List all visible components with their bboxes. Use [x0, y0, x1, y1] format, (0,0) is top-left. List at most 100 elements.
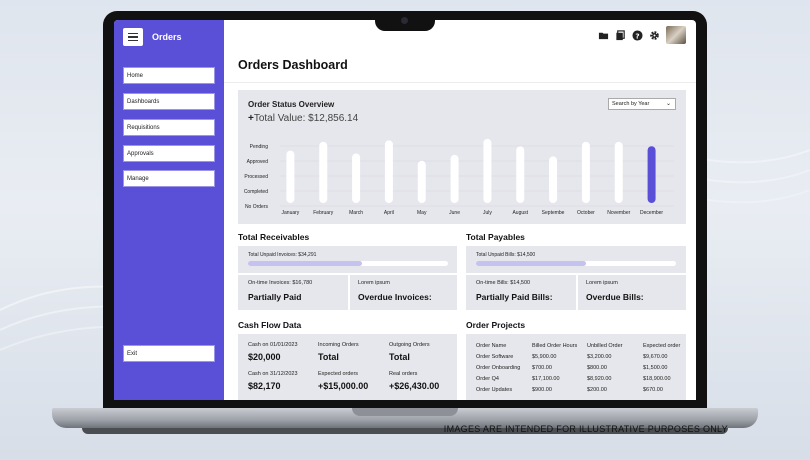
- table-row-name: Order Onboarding: [476, 365, 521, 371]
- cashflow-title: Cash Flow Data: [238, 320, 302, 330]
- col-header-order-name: Order Name: [476, 343, 507, 349]
- x-tick-label: March: [349, 210, 363, 216]
- table-cell: $9,670.00: [643, 354, 668, 360]
- sidebar: Orders Home Dashboards Requisitions Appr…: [114, 20, 224, 400]
- sidebar-item-home[interactable]: Home: [123, 67, 215, 84]
- x-tick-label: July: [483, 210, 492, 216]
- receivables-panel: Total Unpaid Invoices: $34,291 On-time I…: [238, 246, 457, 310]
- cash-start-value: $20,000: [248, 352, 281, 362]
- topbar-icons: ?: [598, 26, 686, 44]
- y-tick-label: Pending: [250, 144, 269, 150]
- payables-progress-fill: [476, 261, 586, 266]
- x-tick-label: November: [607, 210, 630, 216]
- table-row-name: Order Software: [476, 354, 514, 360]
- cashflow-panel: Cash on 01/01/2023 $20,000 Incoming Orde…: [238, 334, 457, 400]
- laptop-feet: [82, 428, 728, 434]
- x-tick-label: April: [384, 210, 394, 216]
- receivables-title: Total Receivables: [238, 232, 310, 242]
- receivables-overdue: Overdue Invoices:: [358, 292, 432, 302]
- copy-icon[interactable]: [615, 29, 626, 41]
- payables-partially-paid: Partially Paid Bills:: [476, 292, 553, 302]
- order-status-overview-panel: Order Status Overview +Total Value: $12,…: [238, 90, 686, 224]
- bar-june[interactable]: [450, 154, 459, 203]
- outgoing-label: Outgoing Orders: [389, 342, 430, 348]
- sidebar-item-manage[interactable]: Manage: [123, 170, 215, 187]
- camera-notch: [375, 11, 435, 31]
- year-select[interactable]: Search by Year ⌄: [608, 98, 676, 110]
- menu-icon[interactable]: [123, 28, 143, 46]
- table-cell: $1,500.00: [643, 365, 668, 371]
- outgoing-value: Total: [389, 352, 410, 362]
- gear-icon[interactable]: [649, 30, 660, 41]
- table-cell: $700.00: [532, 365, 552, 371]
- col-header-expected: Expected order: [643, 343, 681, 349]
- payables-ontime: On-time Bills: $14,500: [476, 280, 531, 286]
- real-label: Real orders: [389, 371, 418, 377]
- folder-icon[interactable]: [598, 30, 609, 41]
- y-tick-label: Approved: [247, 159, 269, 165]
- x-tick-label: Septembe: [542, 210, 565, 216]
- total-value: +Total Value: $12,856.14: [248, 113, 358, 124]
- page-title: Orders Dashboard: [238, 58, 348, 72]
- order-status-chart: Pending Approved Processed Completed No Orde…: [244, 138, 674, 216]
- x-tick-label: May: [417, 210, 427, 216]
- cash-start-label: Cash on 01/01/2023: [248, 342, 298, 348]
- table-cell: $8,920.00: [587, 376, 612, 382]
- receivables-unpaid-label: Total Unpaid Invoices: $34,291: [248, 252, 317, 258]
- payables-lorem: Lorem ipsum: [586, 280, 618, 286]
- bar-may[interactable]: [417, 160, 426, 203]
- y-tick-label: No Orders: [245, 204, 269, 210]
- table-cell: $5,900.00: [532, 354, 557, 360]
- bar-april[interactable]: [384, 140, 393, 203]
- payables-overdue: Overdue Bills:: [586, 292, 644, 302]
- receivables-ontime: On-time Invoices: $16,780: [248, 280, 313, 286]
- col-header-billed: Billed Order Hours: [532, 343, 578, 349]
- cash-end-value: $82,170: [248, 381, 281, 391]
- projects-title: Order Projects: [466, 320, 526, 330]
- bar-december[interactable]: [647, 146, 656, 203]
- disclaimer-text: IMAGES ARE INTENDED FOR ILLUSTRATIVE PUR…: [443, 424, 728, 434]
- divider: [576, 273, 578, 310]
- sidebar-item-approvals[interactable]: Approvals: [123, 145, 215, 162]
- payables-title: Total Payables: [466, 232, 525, 242]
- bar-november[interactable]: [614, 141, 623, 203]
- receivables-progress-track: [248, 261, 448, 266]
- receivables-partially-paid: Partially Paid: [248, 292, 302, 302]
- header-divider: [224, 82, 696, 83]
- bar-october[interactable]: [581, 141, 590, 203]
- sidebar-item-dashboards[interactable]: Dashboards: [123, 93, 215, 110]
- app-title: Orders: [152, 32, 182, 42]
- bar-septembe[interactable]: [549, 156, 558, 203]
- overview-title: Order Status Overview: [248, 100, 335, 109]
- table-row-name: Order Updates: [476, 387, 513, 393]
- expected-value: +$15,000.00: [318, 381, 369, 391]
- screen: Orders Home Dashboards Requisitions Appr…: [114, 20, 696, 400]
- incoming-label: Incoming Orders: [318, 342, 359, 348]
- table-cell: $17,100.00: [532, 376, 560, 382]
- table-cell: $900.00: [532, 387, 552, 393]
- exit-button[interactable]: Exit: [123, 345, 215, 362]
- receivables-lorem: Lorem ipsum: [358, 280, 390, 286]
- camera-icon: [401, 17, 408, 24]
- avatar[interactable]: [666, 26, 686, 44]
- table-cell: $800.00: [587, 365, 607, 371]
- payables-panel: Total Unpaid Bills: $14,500 On-time Bill…: [466, 246, 686, 310]
- x-tick-label: June: [449, 210, 460, 216]
- divider: [238, 273, 457, 275]
- projects-panel: Order Name Billed Order Hours Unbilled O…: [466, 334, 686, 400]
- table-row-name: Order Q4: [476, 376, 499, 382]
- y-tick-label: Processed: [244, 174, 268, 180]
- bar-july[interactable]: [483, 138, 492, 203]
- bar-march[interactable]: [352, 153, 361, 203]
- table-cell: $670.00: [643, 387, 663, 393]
- laptop-groove: [352, 408, 458, 416]
- year-select-value: Search by Year: [612, 101, 650, 107]
- bar-january[interactable]: [286, 150, 295, 203]
- sidebar-item-requisitions[interactable]: Requisitions: [123, 119, 215, 136]
- expected-label: Expected orders: [318, 371, 359, 377]
- x-tick-label: October: [577, 210, 595, 216]
- bar-february[interactable]: [319, 141, 328, 203]
- help-icon[interactable]: ?: [632, 29, 643, 41]
- bar-august[interactable]: [516, 146, 525, 203]
- incoming-value: Total: [318, 352, 339, 362]
